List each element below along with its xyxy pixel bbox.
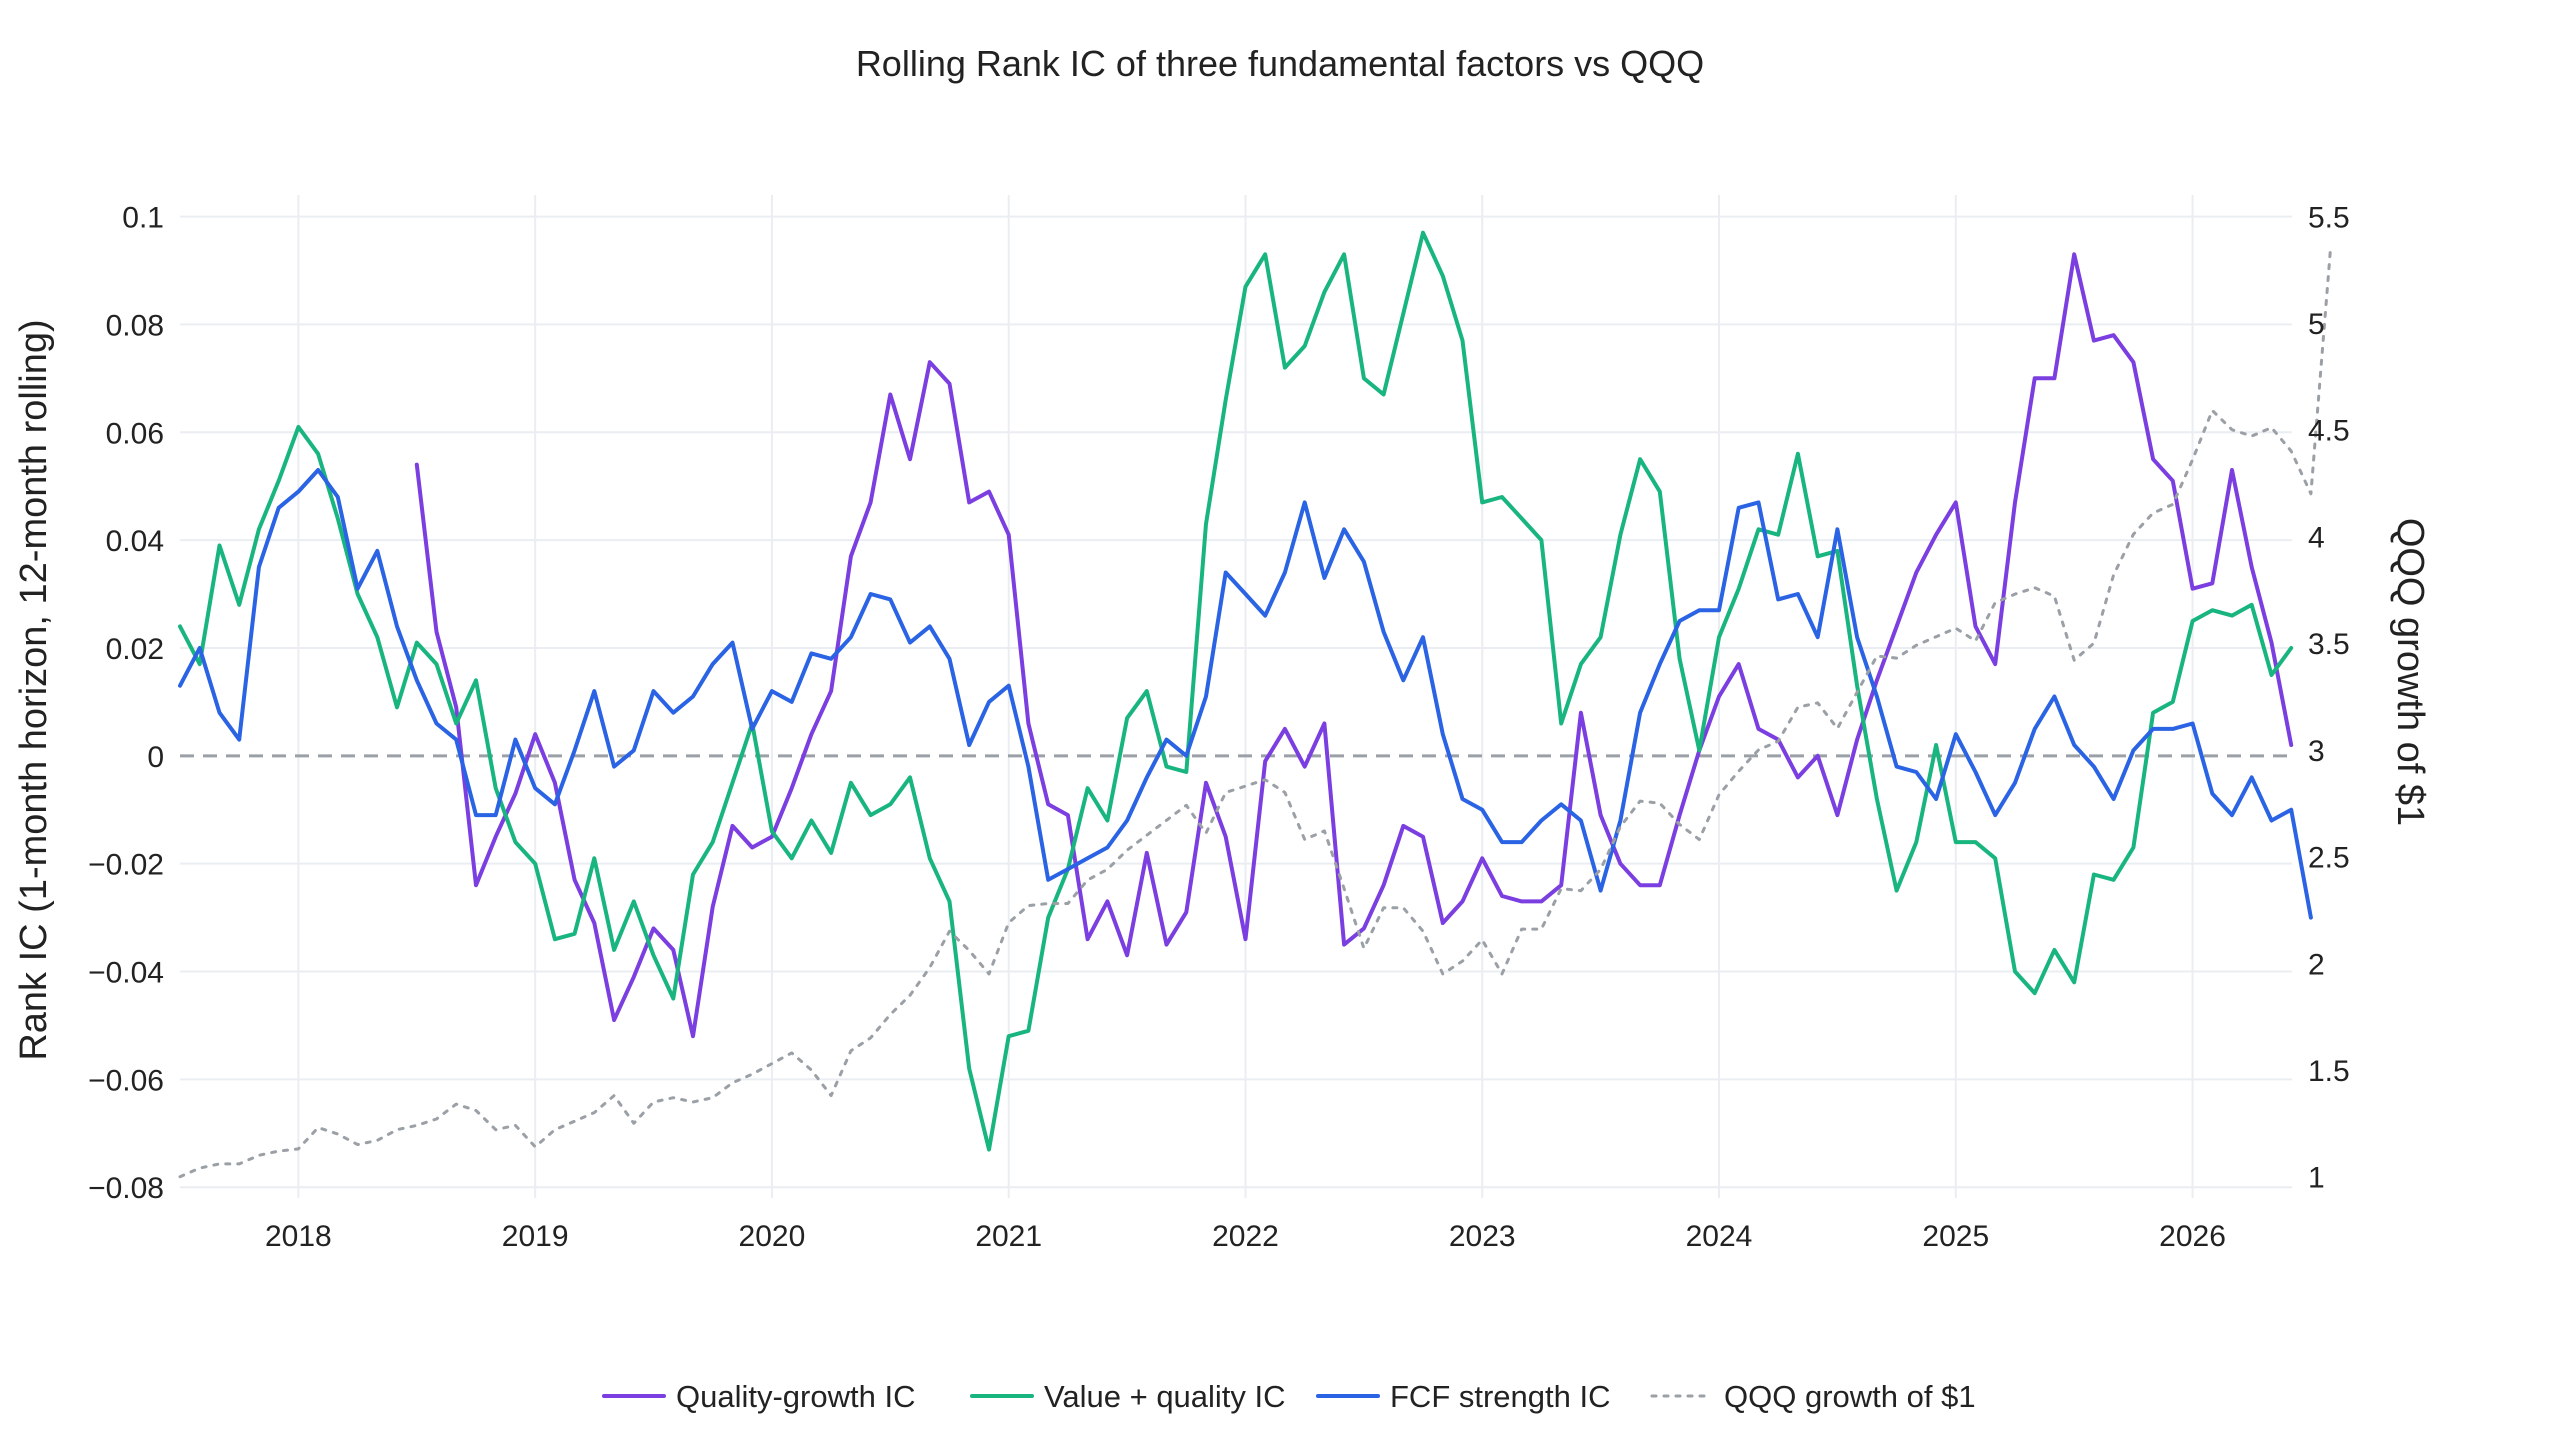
y2-tick-label: 5 xyxy=(2308,308,2325,341)
y-tick-label: −0.02 xyxy=(88,849,164,882)
y-tick-label: 0.06 xyxy=(106,417,164,450)
y2-tick-label: 3 xyxy=(2308,735,2325,768)
legend: Quality-growth IC Value + quality IC FCF s… xyxy=(602,1379,1976,1414)
grid-lines xyxy=(180,195,2292,1198)
x-tick-label: 2026 xyxy=(2159,1220,2226,1253)
legend-item-2: FCF strength IC xyxy=(1316,1379,1611,1414)
y2-axis-ticks: 5.5 5 4.5 4 3.5 3 2.5 2 1.5 1 xyxy=(2308,201,2350,1194)
y-axis-title: Rank IC (1-month horizon, 12-month rolli… xyxy=(13,319,55,1060)
x-tick-label: 2018 xyxy=(265,1220,332,1253)
x-tick-label: 2023 xyxy=(1449,1220,1516,1253)
legend-label: FCF strength IC xyxy=(1390,1379,1611,1414)
legend-item-0: Quality-growth IC xyxy=(602,1379,915,1414)
series-line-1 xyxy=(178,230,2294,1152)
y2-tick-label: 1.5 xyxy=(2308,1055,2350,1088)
y-tick-label: −0.06 xyxy=(88,1064,164,1097)
legend-label: Quality-growth IC xyxy=(676,1379,915,1414)
legend-item-3: QQQ growth of $1 xyxy=(1650,1379,1976,1414)
x-tick-label: 2024 xyxy=(1686,1220,1753,1253)
series-line-0 xyxy=(414,252,2294,1039)
y2-tick-label: 2.5 xyxy=(2308,842,2350,875)
legend-item-1: Value + quality IC xyxy=(970,1379,1286,1414)
chart-title: Rolling Rank IC of three fundamental fac… xyxy=(856,43,1704,84)
y-tick-label: 0.02 xyxy=(106,633,164,666)
y2-tick-label: 5.5 xyxy=(2308,201,2350,234)
y-tick-label: −0.08 xyxy=(88,1172,164,1205)
legend-label: Value + quality IC xyxy=(1044,1379,1286,1414)
y-tick-label: 0 xyxy=(147,741,164,774)
y2-tick-label: 3.5 xyxy=(2308,628,2350,661)
y2-axis-title: QQQ growth of $1 xyxy=(2389,518,2431,826)
series-line-3 xyxy=(178,244,2333,1179)
y2-tick-label: 1 xyxy=(2308,1162,2325,1195)
y-tick-label: 0.04 xyxy=(106,525,164,558)
series-lines xyxy=(178,230,2333,1179)
series-line-2 xyxy=(178,468,2313,920)
y2-tick-label: 2 xyxy=(2308,948,2325,981)
y2-tick-label: 4 xyxy=(2308,521,2325,554)
y-tick-label: 0.08 xyxy=(106,309,164,342)
x-tick-label: 2019 xyxy=(502,1220,569,1253)
x-axis-ticks: 2018 2019 2020 2021 2022 2023 2024 2025 2026 xyxy=(265,1220,2226,1253)
y-tick-label: −0.04 xyxy=(88,957,164,990)
y2-tick-label: 4.5 xyxy=(2308,415,2350,448)
x-tick-label: 2025 xyxy=(1922,1220,1989,1253)
y-axis-ticks: 0.1 0.08 0.06 0.04 0.02 0 −0.02 −0.04 −0.06 −0.08 xyxy=(88,202,164,1206)
x-tick-label: 2020 xyxy=(739,1220,806,1253)
legend-label: QQQ growth of $1 xyxy=(1724,1379,1976,1414)
x-tick-label: 2022 xyxy=(1212,1220,1279,1253)
y-tick-label: 0.1 xyxy=(122,202,164,235)
x-tick-label: 2021 xyxy=(975,1220,1042,1253)
